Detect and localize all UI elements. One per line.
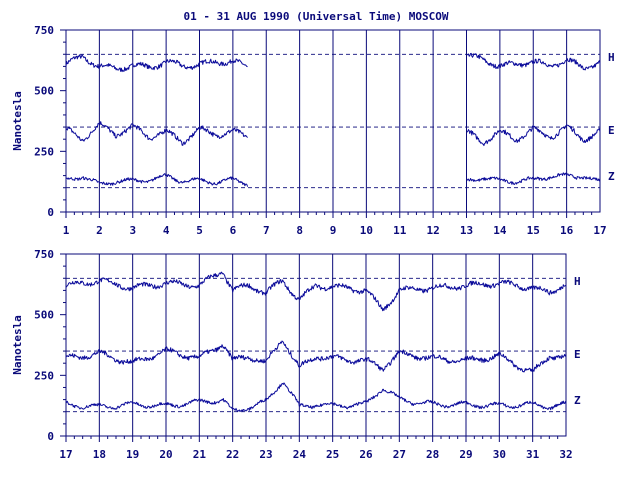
x-tick-label: 10	[360, 224, 373, 237]
x-tick-label: 7	[263, 224, 270, 237]
x-tick-label: 22	[226, 448, 239, 461]
x-tick-label: 32	[559, 448, 572, 461]
x-tick-label: 29	[459, 448, 472, 461]
chart-title: 01 - 31 AUG 1990 (Universal Time) MOSCOW	[184, 10, 449, 23]
x-tick-label: 2	[96, 224, 103, 237]
series-z-label: Z	[574, 394, 581, 407]
x-tick-label: 13	[460, 224, 473, 237]
y-axis-label: Nanotesla	[11, 315, 24, 375]
y-tick-label: 0	[47, 430, 54, 443]
series-z-trace	[65, 172, 601, 187]
series-e-trace	[65, 121, 601, 147]
x-tick-label: 25	[326, 448, 339, 461]
y-tick-label: 750	[34, 248, 54, 261]
series-h-trace	[65, 52, 601, 73]
y-axis-label: Nanotesla	[11, 91, 24, 151]
x-tick-label: 5	[196, 224, 203, 237]
x-tick-label: 11	[393, 224, 407, 237]
series-z-trace	[65, 382, 567, 413]
x-tick-label: 8	[296, 224, 303, 237]
series-z-label: Z	[608, 170, 615, 183]
x-tick-label: 21	[193, 448, 207, 461]
series-h-trace	[65, 271, 567, 312]
plot-frame	[65, 253, 567, 437]
y-tick-label: 500	[34, 85, 54, 98]
series-h-label: H	[574, 275, 581, 288]
x-tick-label: 14	[493, 224, 507, 237]
x-tick-label: 15	[527, 224, 540, 237]
x-tick-label: 6	[230, 224, 237, 237]
x-tick-label: 3	[129, 224, 136, 237]
y-tick-label: 0	[47, 206, 54, 219]
x-tick-label: 26	[359, 448, 373, 461]
x-tick-label: 23	[259, 448, 272, 461]
x-tick-label: 17	[59, 448, 72, 461]
x-tick-label: 12	[427, 224, 440, 237]
x-tick-label: 24	[293, 448, 307, 461]
y-tick-label: 500	[34, 309, 54, 322]
x-tick-label: 30	[493, 448, 506, 461]
x-tick-label: 19	[126, 448, 139, 461]
y-tick-label: 250	[34, 145, 54, 158]
series-e-trace	[65, 340, 567, 373]
series-e-label: E	[608, 124, 615, 137]
y-tick-label: 250	[34, 369, 54, 382]
x-tick-label: 16	[560, 224, 574, 237]
x-tick-label: 9	[330, 224, 337, 237]
panel-bottom: 0 250 500 750 17 18 19 20 21 22 23 24 25 26 27 28 29 30 31…	[11, 248, 581, 461]
x-tick-label: 18	[93, 448, 106, 461]
x-tick-label: 28	[426, 448, 439, 461]
x-tick-label: 27	[393, 448, 406, 461]
x-tick-label: 17	[593, 224, 606, 237]
x-tick-label: 20	[159, 448, 172, 461]
x-tick-label: 4	[163, 224, 170, 237]
x-tick-label: 1	[63, 224, 70, 237]
series-h-label: H	[608, 51, 615, 64]
x-tick-label: 31	[526, 448, 540, 461]
series-e-label: E	[574, 348, 581, 361]
y-tick-label: 750	[34, 24, 54, 37]
